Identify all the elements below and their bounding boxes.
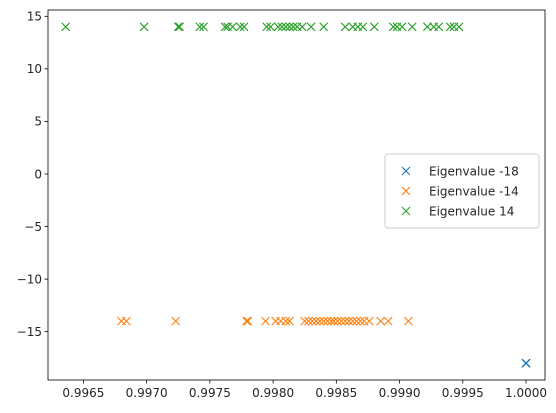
data-point-marker bbox=[297, 22, 307, 32]
data-point-marker bbox=[315, 316, 325, 326]
data-point-marker bbox=[175, 22, 184, 32]
x-tick-label: 0.9985 bbox=[315, 386, 357, 400]
data-point-marker bbox=[239, 22, 249, 32]
data-point-marker bbox=[445, 22, 455, 32]
data-point-marker bbox=[173, 22, 183, 32]
data-point-marker bbox=[323, 316, 332, 326]
data-point-marker bbox=[521, 358, 531, 368]
legend-box bbox=[384, 153, 540, 229]
data-point-marker bbox=[333, 316, 342, 326]
data-point-marker bbox=[454, 22, 464, 32]
data-point-marker bbox=[228, 22, 238, 32]
legend-label: Eigenvalue -18 bbox=[429, 164, 519, 178]
y-axis: −15 −10 −5 0 5 10 15 bbox=[17, 10, 48, 339]
data-point-marker bbox=[364, 316, 374, 326]
data-point-marker bbox=[262, 22, 272, 32]
data-point-marker bbox=[281, 22, 291, 32]
data-point-marker bbox=[243, 316, 253, 326]
data-point-marker bbox=[434, 22, 444, 32]
data-point-marker bbox=[407, 22, 417, 32]
y-tick-label: 0 bbox=[34, 167, 42, 181]
y-tick-label: −10 bbox=[17, 272, 42, 286]
data-point-marker bbox=[397, 22, 407, 32]
plot-markers bbox=[61, 22, 531, 368]
legend-marker bbox=[401, 166, 411, 176]
data-point-marker bbox=[388, 22, 398, 32]
data-point-marker bbox=[304, 316, 313, 326]
data-point-marker bbox=[376, 316, 385, 326]
y-tick-label: 10 bbox=[27, 62, 42, 76]
data-point-marker bbox=[352, 316, 361, 326]
data-point-marker bbox=[171, 316, 181, 326]
data-point-marker bbox=[311, 316, 321, 326]
data-point-marker bbox=[319, 316, 329, 326]
x-tick-label: 0.9995 bbox=[442, 386, 484, 400]
data-point-marker bbox=[220, 22, 230, 32]
data-point-marker bbox=[306, 22, 316, 32]
data-point-marker bbox=[307, 316, 317, 326]
data-point-marker bbox=[277, 22, 287, 32]
x-tick-label: 0.9990 bbox=[379, 386, 421, 400]
data-point-marker bbox=[285, 22, 294, 32]
data-point-marker bbox=[122, 316, 131, 326]
data-point-marker bbox=[344, 316, 354, 326]
data-point-marker bbox=[340, 316, 350, 326]
data-point-marker bbox=[266, 22, 275, 32]
legend: Eigenvalue -18 Eigenvalue -14 Eigenvalue 1… bbox=[384, 153, 540, 229]
data-point-marker bbox=[261, 316, 270, 326]
legend-label: Eigenvalue 14 bbox=[429, 204, 514, 218]
x-axis: 0.9965 0.9970 0.9975 0.9980 0.9985 0.9990 0.99… bbox=[62, 380, 547, 400]
legend-label: Eigenvalue -14 bbox=[429, 184, 519, 198]
data-point-marker bbox=[199, 22, 208, 32]
legend-marker bbox=[401, 186, 411, 196]
data-point-marker bbox=[235, 22, 245, 32]
data-point-marker bbox=[288, 22, 298, 32]
series-2 bbox=[61, 22, 464, 32]
y-tick-label: −15 bbox=[17, 325, 42, 339]
x-tick-label: 0.9970 bbox=[126, 386, 168, 400]
data-point-marker bbox=[139, 22, 149, 32]
data-point-marker bbox=[242, 316, 251, 326]
data-point-marker bbox=[369, 22, 379, 32]
x-tick-label: 1.0000 bbox=[505, 386, 547, 400]
series-0 bbox=[521, 358, 531, 368]
data-point-marker bbox=[348, 316, 358, 326]
data-point-marker bbox=[329, 316, 339, 326]
x-tick-label: 0.9975 bbox=[189, 386, 231, 400]
data-point-marker bbox=[61, 22, 71, 32]
data-point-marker bbox=[358, 22, 368, 32]
series-1 bbox=[116, 316, 413, 326]
data-point-marker bbox=[319, 22, 329, 32]
data-point-marker bbox=[300, 316, 310, 326]
data-point-marker bbox=[340, 22, 350, 32]
y-tick-label: 15 bbox=[27, 10, 42, 24]
data-point-marker bbox=[404, 316, 413, 326]
x-tick-label: 0.9980 bbox=[252, 386, 294, 400]
y-tick-label: 5 bbox=[34, 115, 42, 129]
x-tick-label: 0.9965 bbox=[62, 386, 104, 400]
data-point-marker bbox=[273, 22, 283, 32]
data-point-marker bbox=[195, 22, 205, 32]
legend-marker bbox=[401, 206, 411, 216]
data-point-marker bbox=[326, 316, 336, 326]
data-point-marker bbox=[355, 316, 365, 326]
data-point-marker bbox=[285, 316, 294, 326]
data-point-marker bbox=[383, 316, 393, 326]
plot-frame bbox=[47, 9, 546, 381]
data-point-marker bbox=[423, 22, 432, 32]
data-point-marker bbox=[337, 316, 346, 326]
data-point-marker bbox=[281, 316, 291, 326]
y-tick-label: −5 bbox=[24, 220, 42, 234]
